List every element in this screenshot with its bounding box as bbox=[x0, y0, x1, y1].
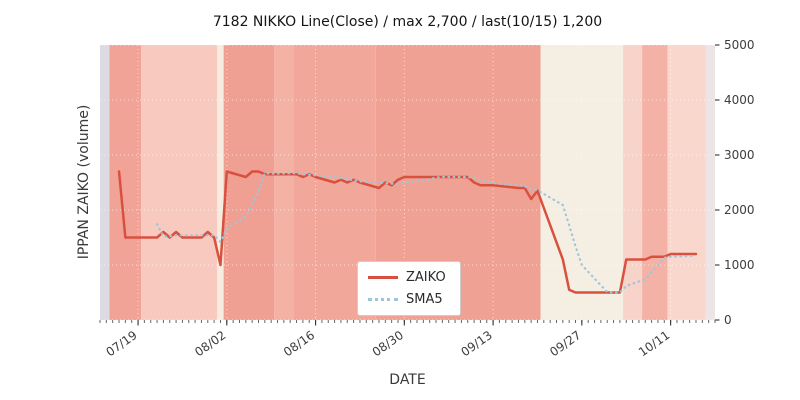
y-axis-label: IPPAN ZAIKO (volume) bbox=[76, 104, 92, 260]
legend-item-zaiko: ZAIKO bbox=[368, 270, 446, 285]
background-band bbox=[705, 45, 715, 320]
legend-item-sma5: SMA5 bbox=[368, 292, 446, 307]
legend: ZAIKO SMA5 bbox=[357, 261, 461, 316]
x-tick-label: 10/11 bbox=[636, 328, 672, 359]
x-tick-label: 09/27 bbox=[547, 328, 583, 359]
y-tick-label: 4000 bbox=[724, 93, 755, 107]
x-axis-label: DATE bbox=[389, 372, 426, 388]
background-band bbox=[274, 45, 294, 320]
x-tick-label: 08/02 bbox=[192, 328, 228, 359]
x-tick-label: 08/30 bbox=[370, 328, 406, 359]
x-tick-label: 09/13 bbox=[458, 328, 494, 359]
y-tick-label: 3000 bbox=[724, 148, 755, 162]
background-band bbox=[667, 45, 706, 320]
y-tick-label: 2000 bbox=[724, 203, 755, 217]
background-band bbox=[217, 45, 224, 320]
background-band bbox=[623, 45, 643, 320]
background-band bbox=[223, 45, 275, 320]
legend-label-sma5: SMA5 bbox=[406, 292, 443, 307]
background-band bbox=[642, 45, 668, 320]
zaiko-line-swatch bbox=[368, 276, 398, 279]
zaiko-line bbox=[117, 170, 698, 294]
y-tick-label: 0 bbox=[724, 313, 732, 327]
chart-title: 7182 NIKKO Line(Close) / max 2,700 / las… bbox=[212, 14, 603, 30]
background-band bbox=[109, 45, 142, 320]
y-tick-label: 5000 bbox=[724, 38, 755, 52]
legend-label-zaiko: ZAIKO bbox=[406, 270, 446, 285]
y-tick-label: 1000 bbox=[724, 258, 755, 272]
x-tick-label: 08/16 bbox=[281, 328, 317, 359]
background-band bbox=[141, 45, 218, 320]
sma5-line-swatch bbox=[368, 298, 398, 301]
background-band bbox=[100, 45, 110, 320]
sma5-line bbox=[155, 171, 698, 294]
background-band bbox=[540, 45, 624, 320]
x-tick-label: 07/19 bbox=[103, 328, 139, 359]
